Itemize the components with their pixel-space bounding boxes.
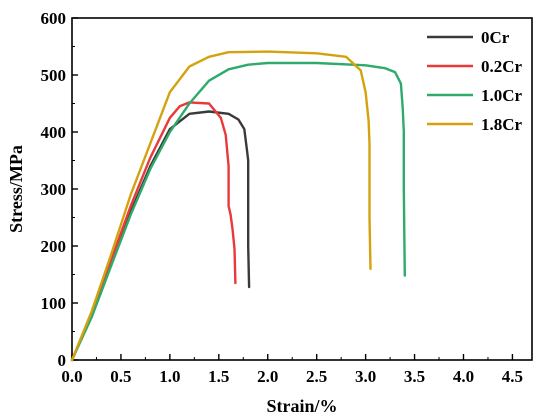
x-axis-title: Strain/% bbox=[266, 396, 337, 416]
series-lines bbox=[70, 50, 406, 362]
series-line-1-8cr bbox=[70, 50, 372, 362]
series-line-0-2cr bbox=[70, 101, 237, 362]
y-tick-label: 600 bbox=[41, 9, 67, 28]
x-tick-label: 2.0 bbox=[257, 367, 278, 386]
legend: 0Cr 0.2Cr 1.0Cr 1.8Cr bbox=[427, 28, 523, 134]
x-tick-label: 3.0 bbox=[355, 367, 376, 386]
legend-label: 1.8Cr bbox=[481, 115, 523, 134]
x-tick-label: 4.0 bbox=[453, 367, 474, 386]
legend-label: 0Cr bbox=[481, 28, 510, 47]
legend-label: 0.2Cr bbox=[481, 57, 523, 76]
x-tick-label: 0.0 bbox=[61, 367, 82, 386]
x-tick-label: 3.5 bbox=[404, 367, 425, 386]
y-tick-label: 400 bbox=[41, 123, 67, 142]
y-tick-label: 0 bbox=[58, 351, 67, 370]
y-tick-label: 300 bbox=[41, 180, 67, 199]
x-tick-label: 4.5 bbox=[502, 367, 523, 386]
y-tick-label: 100 bbox=[41, 294, 67, 313]
x-tick-label: 1.0 bbox=[159, 367, 180, 386]
x-tick-label: 1.5 bbox=[208, 367, 229, 386]
x-tick-label: 2.5 bbox=[306, 367, 327, 386]
x-tick-label: 0.5 bbox=[110, 367, 131, 386]
legend-label: 1.0Cr bbox=[481, 86, 523, 105]
axes: 0.0 0.5 1.0 1.5 2.0 2.5 3.0 3.5 4.0 4.5 0 100 200 300… bbox=[41, 9, 533, 386]
y-tick-label: 500 bbox=[41, 66, 67, 85]
y-tick-label: 200 bbox=[41, 237, 67, 256]
series-line-1-0cr bbox=[70, 61, 406, 362]
y-axis-title: Stress/MPa bbox=[6, 145, 26, 233]
